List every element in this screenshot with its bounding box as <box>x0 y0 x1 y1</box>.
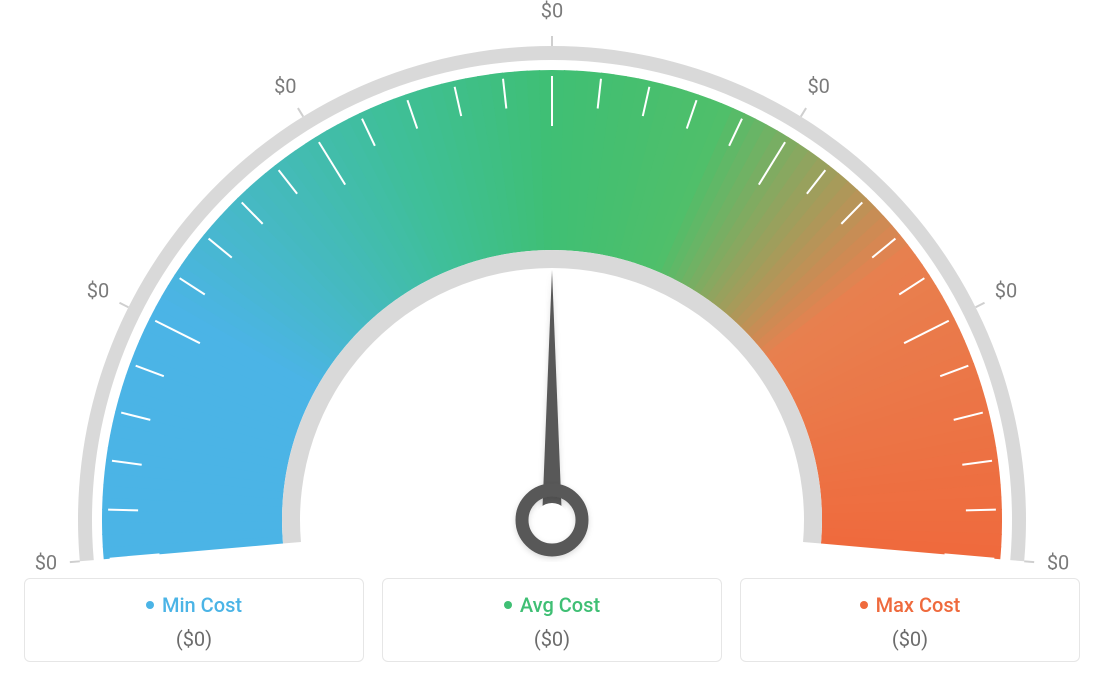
svg-text:$0: $0 <box>274 74 296 98</box>
legend-box-avg: Avg Cost ($0) <box>382 578 722 662</box>
legend-label-avg: Avg Cost <box>520 593 600 617</box>
legend-value-max: ($0) <box>751 627 1069 651</box>
legend-label-min: Min Cost <box>162 593 242 617</box>
legend-label-max: Max Cost <box>876 593 961 617</box>
gauge-svg: $0 $0 $0 $0 $0 $0 $0 <box>0 0 1104 570</box>
legend-label-row-max: Max Cost <box>751 593 1069 617</box>
legend-label-row-avg: Avg Cost <box>393 593 711 617</box>
svg-text:$0: $0 <box>35 551 57 570</box>
legend-dot-min <box>146 601 154 609</box>
svg-text:$0: $0 <box>995 278 1017 302</box>
legend-box-max: Max Cost ($0) <box>740 578 1080 662</box>
svg-text:$0: $0 <box>807 74 829 98</box>
legend-label-row-min: Min Cost <box>35 593 353 617</box>
legend-dot-avg <box>504 601 512 609</box>
svg-text:$0: $0 <box>541 0 563 22</box>
gauge-area: $0 $0 $0 $0 $0 $0 $0 <box>0 0 1104 570</box>
svg-text:$0: $0 <box>1047 551 1069 570</box>
legend-dot-max <box>860 601 868 609</box>
svg-text:$0: $0 <box>87 278 109 302</box>
legend-value-avg: ($0) <box>393 627 711 651</box>
legend-row: Min Cost ($0) Avg Cost ($0) Max Cost ($0… <box>0 578 1104 662</box>
legend-value-min: ($0) <box>35 627 353 651</box>
legend-box-min: Min Cost ($0) <box>24 578 364 662</box>
cost-gauge-infographic: $0 $0 $0 $0 $0 $0 $0 Min Cost ($0) Avg Cost ($… <box>0 0 1104 690</box>
